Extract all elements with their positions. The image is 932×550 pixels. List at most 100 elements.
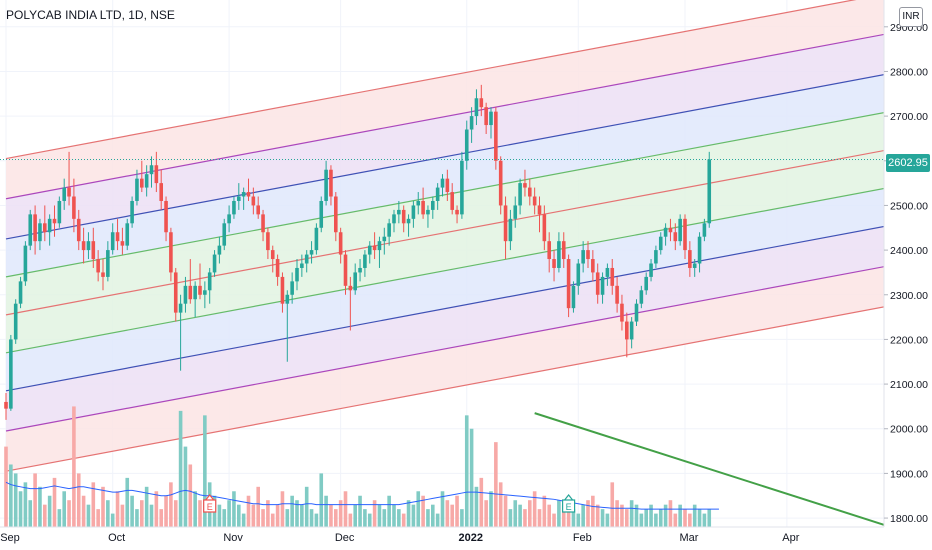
volume-bar — [4, 446, 8, 527]
volume-bar — [222, 509, 227, 527]
volume-bar — [52, 477, 57, 527]
candle-body — [634, 303, 639, 322]
candle-body — [523, 183, 527, 188]
candle-body — [702, 223, 707, 237]
volume-bar — [629, 500, 634, 527]
channel-line — [5, 182, 914, 354]
volume-bar — [484, 500, 488, 527]
candle-body — [387, 223, 391, 237]
volume-bar — [270, 513, 275, 527]
volume-bar — [314, 513, 319, 527]
channel-line — [5, 300, 914, 472]
volume-bar — [489, 491, 493, 527]
candle-body — [494, 111, 498, 161]
channel-band — [6, 261, 913, 472]
volume-bar — [348, 513, 353, 527]
candle-body — [397, 209, 401, 215]
channel-band — [6, 29, 913, 239]
volume-bars — [4, 406, 712, 527]
volume-bar — [435, 513, 440, 527]
x-tick-label: 2022 — [459, 532, 483, 544]
volume-bar — [508, 509, 513, 527]
candle-body — [76, 218, 81, 242]
currency-badge[interactable]: INR — [899, 7, 923, 27]
volume-bar — [57, 509, 62, 527]
volume-bar — [72, 406, 76, 527]
volume-ma-line — [5, 481, 719, 510]
volume-bar — [173, 500, 178, 527]
volume-bar — [363, 509, 367, 527]
candle-body — [178, 303, 183, 313]
candle-body — [431, 200, 435, 210]
y-tick-label: 1900.00 — [890, 468, 928, 480]
volume-bar — [76, 473, 81, 527]
y-tick-label: 2000.00 — [890, 424, 928, 436]
volume-bar — [154, 491, 159, 527]
regression-channel-fills — [6, 0, 913, 472]
volume-bar — [338, 500, 343, 527]
volume-bar — [683, 509, 687, 527]
candle-body — [91, 241, 96, 260]
volume-bar — [130, 495, 134, 527]
volume-bar — [692, 504, 697, 527]
volume-bar — [251, 504, 256, 527]
candle-body — [125, 223, 130, 246]
volume-bar — [654, 513, 658, 527]
volume-bar — [479, 477, 484, 527]
candle-body — [358, 267, 362, 273]
candle-body — [304, 254, 309, 264]
volume-bar — [503, 495, 508, 527]
candle-body — [334, 196, 338, 233]
volume-bar — [290, 495, 294, 527]
x-axis[interactable]: Sep Oct Nov Dec 2022 Feb Mar Apr — [0, 526, 932, 550]
earnings-marker-shape — [562, 494, 576, 513]
volume-bar — [469, 428, 474, 527]
candle-body — [440, 178, 445, 188]
volume-bar — [367, 513, 372, 527]
y-tick-label: 2200.00 — [890, 334, 928, 346]
volume-bar — [285, 509, 290, 527]
candle-body — [300, 263, 304, 268]
y-axis[interactable]: 1800.00 1900.00 2000.00 2100.00 2200.00 2300.… — [883, 0, 932, 550]
candle-body — [47, 218, 52, 233]
candle-body — [479, 98, 484, 108]
volume-bar — [164, 495, 168, 527]
candle-body — [557, 241, 561, 268]
candle-body — [81, 241, 86, 251]
candle-body — [610, 267, 615, 286]
volume-bar — [392, 504, 396, 527]
candle-body — [275, 259, 280, 277]
candle-body — [571, 285, 576, 309]
candle-body — [401, 209, 406, 224]
candle-body — [450, 192, 454, 210]
channel-band — [6, 107, 913, 315]
channel-line — [5, 144, 914, 316]
volume-bar — [372, 500, 377, 527]
candle-body — [392, 214, 396, 224]
volume-bar — [300, 504, 304, 527]
volume-bar — [460, 509, 464, 527]
volume-bar — [644, 509, 648, 527]
volume-bar — [431, 504, 435, 527]
candle-body — [212, 254, 217, 273]
volume-bar — [106, 500, 110, 527]
volume-bar — [557, 500, 561, 527]
earnings-marker-label: E — [566, 502, 572, 512]
volume-bar — [217, 504, 222, 527]
candle-body — [561, 241, 566, 260]
volume-bar — [38, 486, 42, 527]
candle-body — [547, 241, 551, 260]
candle-body — [86, 241, 91, 251]
candle-body — [469, 116, 474, 130]
candle-body — [566, 259, 571, 309]
y-tick-label: 1800.00 — [890, 513, 928, 525]
candle-body — [246, 192, 251, 197]
channel-band — [6, 69, 913, 277]
candle-body — [169, 232, 173, 273]
volume-bar — [663, 504, 668, 527]
candle-body — [135, 178, 139, 201]
volume-bar — [9, 464, 13, 527]
x-tick-label: Mar — [680, 532, 699, 544]
candle-body — [232, 200, 236, 215]
